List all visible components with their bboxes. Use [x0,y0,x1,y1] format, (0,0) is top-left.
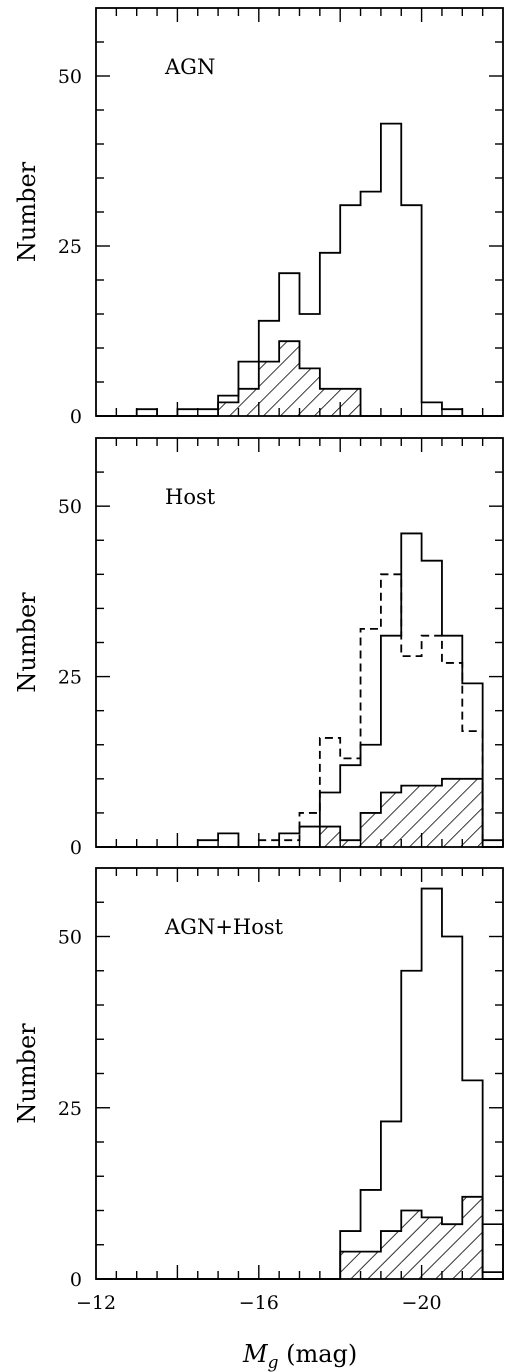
y-tick-label: 25 [58,1098,82,1120]
panel-label: AGN+Host [164,915,284,939]
hatched-bar [441,1224,463,1279]
x-tick-label: −16 [239,1292,279,1314]
hatched-bar [360,1251,381,1279]
y-tick-label: 50 [58,66,82,88]
hatched-bar [360,812,381,847]
panel-3: 0 25 50 Number AGN+Host −12 −16 −20 [13,867,504,1314]
x-axis-title: Mg (mag) [242,1340,357,1372]
y-axis-title: Number [13,592,41,693]
hatched-bar [319,826,341,847]
y-tick-label: 0 [70,837,82,859]
y-tick-label: 25 [58,236,82,258]
hatched-bar [319,388,341,416]
hatched-bar [441,778,463,847]
hatched-bar [421,1217,442,1279]
hatched-bar [421,785,442,847]
y-axis-title: Number [13,1023,41,1124]
y-tick-label: 0 [70,406,82,428]
hatched-bar [462,1196,483,1279]
hatched-bar [380,1231,402,1279]
panel-label: Host [165,485,216,509]
hatched-bar [340,388,361,416]
y-tick-label: 50 [58,927,82,949]
hatched-bar [380,792,402,847]
hatched-bar [401,785,422,847]
open-bar [481,1223,504,1280]
x-tick-label: −20 [402,1292,442,1314]
y-tick-label: 25 [58,667,82,689]
hatched-bar [462,778,483,847]
x-tick-label: −12 [76,1292,116,1314]
y-tick-label: 50 [58,496,82,518]
hatched-bar [279,341,300,416]
hatched-bar [258,361,280,416]
hatched-bar [401,1210,422,1279]
hatched-bar [340,840,361,847]
hatched-bar [218,402,239,416]
hatched-bar [299,368,320,416]
y-axis-title: Number [13,161,41,262]
panel-1: 0 25 50 Number AGN [13,7,504,428]
hatched-bar [238,388,259,416]
panel-label: AGN [164,55,215,79]
panel-2: 0 25 50 Number Host [13,437,504,859]
hatched-bar [340,1251,361,1279]
y-tick-label: 0 [70,1269,82,1291]
